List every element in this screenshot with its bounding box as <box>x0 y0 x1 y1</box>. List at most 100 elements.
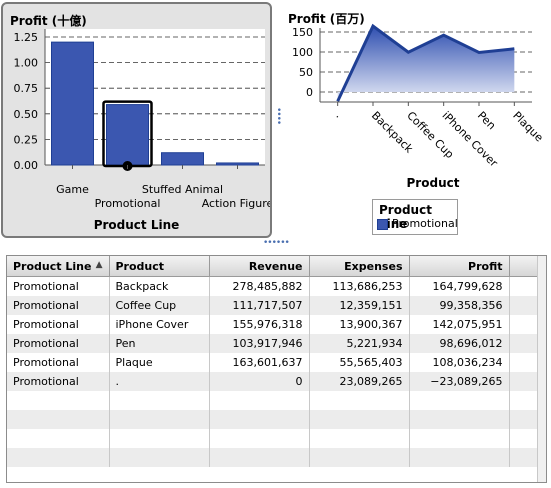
table-cell: Promotional <box>7 334 110 353</box>
table-cell <box>509 410 538 429</box>
x-tick-label: Promotional <box>95 197 161 210</box>
table-cell: 164,799,628 <box>409 276 510 296</box>
vertical-splitter-grip[interactable]: •••• <box>273 107 283 125</box>
table-cell <box>409 410 510 429</box>
column-header-revenue[interactable]: Revenue <box>209 256 310 277</box>
table-cell: 13,900,367 <box>309 315 410 334</box>
table-cell <box>7 410 110 429</box>
bar-promotional <box>106 104 149 166</box>
table-cell <box>109 410 210 429</box>
table-cell <box>509 353 538 372</box>
table-row[interactable]: Promotional Backpack 278,485,882 113,686,25… <box>7 276 538 296</box>
table-cell <box>7 448 110 467</box>
horizontal-splitter-grip[interactable]: •••••• <box>263 238 290 248</box>
table-cell <box>209 429 310 448</box>
y-tick-label: 50 <box>299 66 313 79</box>
table-cell: Promotional <box>7 276 110 296</box>
x-tick-label: Plaque <box>510 109 546 145</box>
table-cell: 278,485,882 <box>209 276 310 296</box>
y-tick-label: 0.50 <box>14 108 39 121</box>
x-tick-label: Action Figure <box>202 197 270 210</box>
bar-chart-x-axis-label: Product Line <box>93 218 180 232</box>
y-tick-label: 150 <box>292 26 313 39</box>
data-table[interactable]: Product Line ▲ Product Revenue Expenses P… <box>6 255 547 483</box>
table-cell <box>409 429 510 448</box>
table-row[interactable]: Promotional. 0 23,089,265 −23,089,265 <box>7 372 538 391</box>
table-cell <box>509 296 538 315</box>
y-tick-label: 0 <box>306 86 313 99</box>
table-cell: 142,075,951 <box>409 315 510 334</box>
y-tick-label: 1.25 <box>14 31 39 44</box>
table-cell: 163,601,637 <box>209 353 310 372</box>
x-tick-label: Stuffed Animal <box>142 183 223 196</box>
table-cell <box>109 448 210 467</box>
bar-stuffed-animal <box>161 152 204 166</box>
table-cell <box>509 315 538 334</box>
empty-table-row <box>7 429 538 448</box>
x-tick-label: Pen <box>475 109 498 132</box>
table-row[interactable]: Promotional Plaque 163,601,637 55,565,403 10… <box>7 353 538 372</box>
legend-swatch <box>377 219 388 230</box>
sort-ascending-icon: ▲ <box>95 259 103 270</box>
y-tick-label: 1.00 <box>14 57 39 70</box>
table-cell: 103,917,946 <box>209 334 310 353</box>
empty-table-row <box>7 410 538 429</box>
table-row[interactable]: Promotional Pen 103,917,946 5,221,934 98,696… <box>7 334 538 353</box>
column-header-expenses[interactable]: Expenses <box>309 256 410 277</box>
table-cell <box>409 448 510 467</box>
table-cell <box>209 448 310 467</box>
table-cell: Plaque <box>109 353 210 372</box>
table-cell: 98,696,012 <box>409 334 510 353</box>
y-tick-label: 0.75 <box>14 82 39 95</box>
table-cell: Pen <box>109 334 210 353</box>
empty-table-row <box>7 448 538 467</box>
column-header-product[interactable]: Product <box>109 256 210 277</box>
bar-game <box>51 41 94 166</box>
table-cell <box>409 391 510 410</box>
table-vertical-scrollbar[interactable] <box>537 256 546 482</box>
area-chart-title: Profit (百万) <box>288 12 365 26</box>
table-cell <box>509 391 538 410</box>
table-cell: 5,221,934 <box>309 334 410 353</box>
table-cell <box>309 410 410 429</box>
table-cell <box>109 429 210 448</box>
table-cell: 155,976,318 <box>209 315 310 334</box>
bar-chart-title: Profit (十億) <box>10 14 87 28</box>
bar-chart: 0.00 0.25 0.50 0.75 1.00 1.25 Game PromotionalS… <box>14 29 270 210</box>
bar-action-figure <box>216 162 259 166</box>
table-cell <box>309 448 410 467</box>
y-tick-label: 100 <box>292 46 313 59</box>
table-cell <box>7 429 110 448</box>
y-tick-label: 0.00 <box>14 159 39 172</box>
table-cell: Coffee Cup <box>109 296 210 315</box>
table-cell: Promotional <box>7 353 110 372</box>
column-header-filler <box>509 256 538 277</box>
x-tick-label: . <box>334 109 346 121</box>
series-line-promotional <box>336 23 515 102</box>
table-cell <box>309 429 410 448</box>
y-tick-label: 0.25 <box>14 133 39 146</box>
table-cell: Promotional <box>7 372 110 391</box>
table-row[interactable]: Promotional iPhone Cover 155,976,318 13,900… <box>7 315 538 334</box>
table-cell <box>509 372 538 391</box>
table-cell <box>7 391 110 410</box>
table-cell <box>509 448 538 467</box>
legend-item-label: Promotional <box>392 217 458 230</box>
table-cell: 12,359,151 <box>309 296 410 315</box>
table-cell: 111,717,507 <box>209 296 310 315</box>
table-cell: −23,089,265 <box>409 372 510 391</box>
area-chart-x-axis-label: Product <box>406 176 460 190</box>
column-header-profit[interactable]: Profit <box>409 256 510 277</box>
table-cell: 108,036,234 <box>409 353 510 372</box>
table-cell <box>309 391 410 410</box>
table-cell: iPhone Cover <box>109 315 210 334</box>
empty-table-row <box>7 391 538 410</box>
table-row[interactable]: Promotional Coffee Cup 111,717,507 12,359,1… <box>7 296 538 315</box>
bar-chart-panel[interactable]: Profit (十億) 0.00 0.25 0.50 0.75 1.00 1.25 Game… <box>1 2 272 238</box>
area-chart-legend: Product Line Promotional <box>372 199 458 235</box>
x-tick-label: Game <box>56 183 89 196</box>
table-cell <box>209 410 310 429</box>
column-header-product-line[interactable]: Product Line ▲ <box>7 256 110 277</box>
table-cell <box>509 276 538 296</box>
